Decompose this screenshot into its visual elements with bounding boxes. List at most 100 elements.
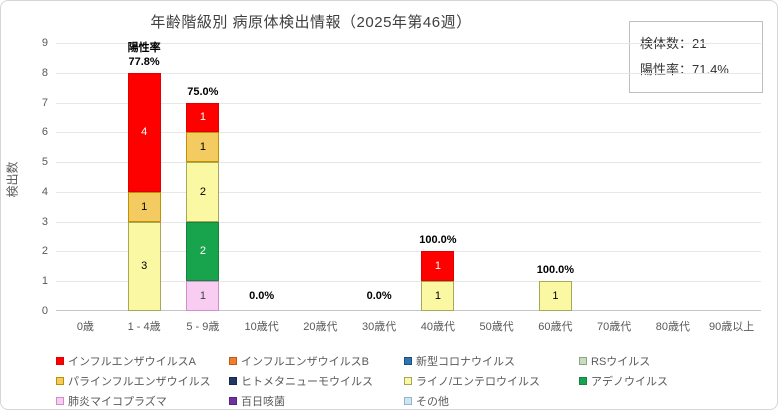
- x-category-label: 70歳代: [597, 321, 632, 333]
- chart-title: 年齢階級別 病原体検出情報（2025年第46週）: [150, 14, 472, 31]
- positivity-rate-label: 75.0%: [187, 85, 219, 98]
- x-category-label: 1 - 4歳: [127, 321, 161, 333]
- category-slot: [467, 43, 526, 311]
- category-slot: [702, 43, 761, 311]
- legend-label: その他: [416, 396, 449, 408]
- y-tick-label: 7: [41, 96, 48, 109]
- y-tick-label: 6: [41, 126, 48, 139]
- y-tick-label: 9: [41, 37, 48, 49]
- category-slot: 1 2 2 1 1 75.0%: [174, 43, 233, 311]
- legend-swatch-icon: [579, 377, 587, 385]
- legend-label: インフルエンザウイルスB: [241, 356, 370, 368]
- gridline: [56, 102, 761, 104]
- legend-item: インフルエンザウイルスA: [56, 353, 196, 369]
- gridline: [56, 281, 761, 283]
- bar-segment: 2: [186, 221, 220, 282]
- gridline: [56, 191, 761, 193]
- gridline: [56, 132, 761, 134]
- legend-swatch-icon: [404, 397, 412, 405]
- category-slot: 1 1 100.0%: [409, 43, 468, 311]
- legend-swatch-icon: [229, 397, 237, 405]
- category-slot: 3 1 4 陽性率 77.8%: [115, 41, 174, 311]
- gridline: [56, 43, 761, 44]
- bar-segment: 1: [186, 102, 220, 133]
- legend-item: アデノウイルス: [579, 373, 668, 389]
- x-axis-line: [56, 310, 761, 311]
- legend-item: 新型コロナウイルス: [404, 353, 515, 369]
- x-category-label: 40歳代: [420, 321, 455, 333]
- y-tick-label: 3: [41, 215, 48, 228]
- gridline: [56, 162, 761, 164]
- legend-label: 百日咳菌: [241, 396, 285, 408]
- gridline: [56, 221, 761, 223]
- category-slot: 1 100.0%: [526, 43, 585, 311]
- bar-segment: 4: [127, 72, 161, 192]
- legend-swatch-icon: [579, 357, 587, 365]
- legend-swatch-icon: [229, 357, 237, 365]
- legend-label: アデノウイルス: [591, 376, 668, 388]
- gridline: [56, 251, 761, 253]
- x-category-label: 0歳: [76, 321, 94, 333]
- bar-segment: 1: [186, 132, 220, 163]
- bar-segment: 1: [421, 281, 455, 311]
- y-tick-label: 8: [41, 66, 48, 79]
- legend-item: パラインフルエンザウイルス: [56, 373, 211, 389]
- legend-item: RSウイルス: [579, 353, 650, 369]
- x-category-label: 50歳代: [479, 321, 514, 333]
- category-slot: [585, 43, 644, 311]
- category-slot: [56, 43, 115, 311]
- legend-label: 新型コロナウイルス: [416, 356, 515, 368]
- bar-segment: 1: [421, 251, 455, 282]
- legend-label: 肺炎マイコプラズマ: [68, 396, 167, 408]
- legend-item: その他: [404, 393, 449, 409]
- gridline: [56, 72, 761, 74]
- x-category-label: 20歳代: [303, 321, 338, 333]
- bar-segment: 1: [538, 281, 572, 311]
- positivity-rate-label: 0.0%: [366, 290, 392, 302]
- plot-area: 3 1 4 陽性率 77.8% 1 2 2 1 1 75.0% 0.0% 0.0% 1 1 100.0% 1 10…: [56, 41, 761, 311]
- y-tick-label: 5: [41, 156, 48, 169]
- legend-swatch-icon: [56, 357, 64, 365]
- legend-swatch-icon: [404, 357, 412, 365]
- x-category-label: 10歳代: [244, 321, 279, 333]
- x-category-label: 30歳代: [362, 321, 397, 333]
- legend-swatch-icon: [56, 397, 64, 405]
- y-tick-label: 4: [41, 185, 48, 198]
- x-category-label: 5 - 9歳: [186, 321, 220, 333]
- category-slot: [644, 43, 703, 311]
- legend-item: 百日咳菌: [229, 393, 285, 409]
- x-category-label: 60歳代: [538, 321, 573, 333]
- bar-segment: 3: [127, 221, 161, 311]
- legend-swatch-icon: [56, 377, 64, 385]
- legend-item: 肺炎マイコプラズマ: [56, 393, 167, 409]
- legend-item: ライノ/エンテロウイルス: [404, 373, 540, 389]
- category-slot: 0.0%: [350, 43, 409, 311]
- bar-segment: 1: [186, 281, 220, 311]
- legend-label: ライノ/エンテロウイルス: [416, 376, 541, 388]
- legend-item: インフルエンザウイルスB: [229, 353, 369, 369]
- bar-segment: 2: [186, 162, 220, 222]
- y-tick-label: 1: [41, 275, 48, 288]
- legend-label: ヒトメタニューモウイルス: [241, 376, 373, 388]
- positivity-rate-label: 100.0%: [536, 264, 575, 277]
- category-slot: [291, 43, 350, 311]
- chart-legend: インフルエンザウイルスA インフルエンザウイルスB 新型コロナウイルス RSウイルスパ…: [1, 349, 777, 409]
- legend-item: ヒトメタニューモウイルス: [229, 373, 373, 389]
- positivity-rate-header: 陽性率: [127, 41, 161, 54]
- legend-label: RSウイルス: [591, 356, 651, 368]
- x-category-label: 80歳代: [655, 321, 690, 333]
- y-tick-label: 0: [41, 305, 48, 317]
- positivity-rate-label: 100.0%: [419, 234, 457, 247]
- positivity-rate-label: 陽性率 77.8%: [115, 41, 174, 69]
- legend-swatch-icon: [404, 377, 412, 385]
- legend-label: パラインフルエンザウイルス: [68, 376, 211, 388]
- positivity-rate-label: 0.0%: [249, 290, 275, 302]
- y-tick-label: 2: [41, 245, 48, 258]
- x-axis-labels: 0歳 1 - 4歳 5 - 9歳 10歳代 20歳代 30歳代 40歳代 50歳代 60歳代 70…: [56, 318, 761, 334]
- category-slot: 0.0%: [232, 43, 291, 311]
- legend-swatch-icon: [229, 377, 237, 385]
- y-axis-title: 検出数: [5, 161, 20, 198]
- legend-label: インフルエンザウイルスA: [68, 356, 197, 368]
- x-category-label: 90歳以上: [709, 321, 755, 333]
